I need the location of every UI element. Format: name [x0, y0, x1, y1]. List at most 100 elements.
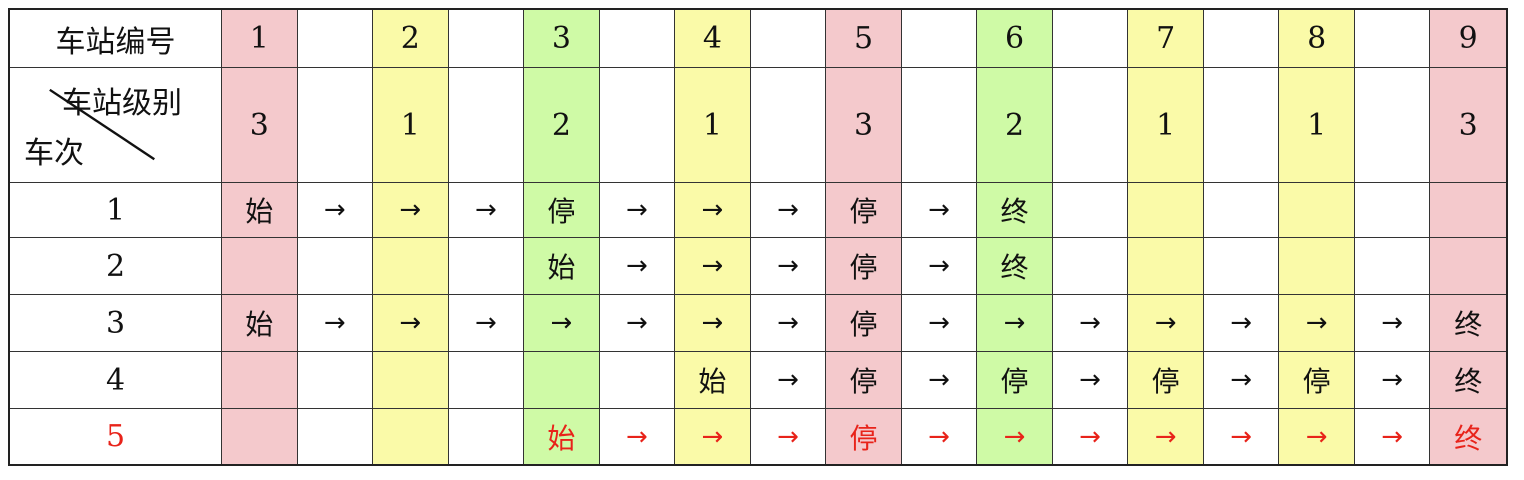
station-level-cell: 2 — [977, 68, 1053, 183]
station-number-cell: 5 — [826, 10, 902, 68]
timetable-cell — [373, 409, 449, 464]
timetable-cell — [297, 352, 374, 409]
stop-mark-cell: 停 — [826, 352, 902, 409]
pass-arrow-cell: → — [297, 183, 374, 238]
stop-mark-cell: 停 — [826, 183, 902, 238]
pass-arrow-cell: → — [675, 183, 751, 238]
pass-arrow-cell: → — [1053, 409, 1129, 464]
station-level-cell: 1 — [1279, 68, 1355, 183]
station-level-cell: 1 — [1128, 68, 1204, 183]
timetable-cell — [449, 409, 525, 464]
end-mark-cell: 终 — [977, 238, 1053, 295]
timetable-cell — [298, 409, 374, 464]
stop-mark-cell: 停 — [826, 238, 902, 295]
start-mark-cell: 始 — [222, 183, 298, 238]
timetable-cell — [1354, 238, 1431, 295]
pass-arrow-cell: → — [1355, 409, 1431, 464]
pass-arrow-cell: → — [1052, 352, 1129, 409]
station-number-cell: 7 — [1128, 10, 1204, 68]
pass-arrow-cell: → — [1279, 409, 1355, 464]
gap-cell — [901, 68, 978, 183]
timetable-cell — [1279, 238, 1355, 295]
timetable-cell — [1203, 183, 1280, 238]
gap-cell — [1203, 10, 1280, 68]
pass-arrow-cell: → — [675, 409, 751, 464]
pass-arrow-cell: → — [1279, 295, 1355, 352]
pass-arrow-cell: → — [675, 238, 751, 295]
station-level-cell: 3 — [222, 68, 298, 183]
start-mark-cell: 始 — [222, 295, 298, 352]
train-number-cell: 5 — [10, 409, 222, 464]
pass-arrow-cell: → — [448, 183, 525, 238]
stop-mark-cell: 停 — [977, 352, 1053, 409]
timetable-cell — [1128, 183, 1204, 238]
end-mark-cell: 终 — [1430, 295, 1506, 352]
pass-arrow-cell: → — [599, 238, 676, 295]
pass-arrow-cell: → — [524, 295, 600, 352]
gap-cell — [599, 68, 676, 183]
stop-mark-cell: 停 — [826, 409, 902, 464]
pass-arrow-cell: → — [901, 352, 978, 409]
timetable-cell — [1430, 183, 1506, 238]
timetable-cell — [1052, 238, 1129, 295]
pass-arrow-cell: → — [448, 295, 525, 352]
end-mark-cell: 终 — [1430, 409, 1506, 464]
station-number-cell: 8 — [1279, 10, 1355, 68]
timetable-cell — [599, 352, 676, 409]
gap-cell — [750, 10, 827, 68]
pass-arrow-cell: → — [977, 295, 1053, 352]
stop-mark-cell: 停 — [1128, 352, 1204, 409]
timetable-cell — [222, 352, 298, 409]
pass-arrow-cell: → — [373, 295, 449, 352]
timetable-cell — [222, 238, 298, 295]
timetable-cell — [1052, 183, 1129, 238]
gap-cell — [297, 68, 374, 183]
station-level-cell: 3 — [1430, 68, 1506, 183]
gap-cell — [1354, 68, 1431, 183]
gap-cell — [599, 10, 676, 68]
pass-arrow-cell: → — [1128, 409, 1204, 464]
station-number-cell: 4 — [675, 10, 751, 68]
start-mark-cell: 始 — [675, 352, 751, 409]
pass-arrow-cell: → — [1203, 295, 1280, 352]
timetable-cell — [1354, 183, 1431, 238]
gap-cell — [297, 10, 374, 68]
gap-cell — [1052, 10, 1129, 68]
station-level-cell: 1 — [675, 68, 751, 183]
pass-arrow-cell: → — [675, 295, 751, 352]
station-number-cell: 1 — [222, 10, 298, 68]
pass-arrow-cell: → — [750, 295, 827, 352]
pass-arrow-cell: → — [1203, 352, 1280, 409]
pass-arrow-cell: → — [599, 295, 676, 352]
pass-arrow-cell: → — [902, 409, 978, 464]
pass-arrow-cell: → — [750, 183, 827, 238]
diagonal-line — [49, 88, 155, 161]
pass-arrow-cell: → — [750, 352, 827, 409]
stop-mark-cell: 停 — [1279, 352, 1355, 409]
diagonal-header-cell: 车站级别 车次 — [10, 68, 222, 183]
train-number-cell: 3 — [10, 295, 222, 352]
timetable-cell — [448, 238, 525, 295]
timetable-cell — [297, 238, 374, 295]
timetable-cell — [524, 352, 600, 409]
gap-cell — [1203, 68, 1280, 183]
pass-arrow-cell: → — [297, 295, 374, 352]
train-number-cell: 2 — [10, 238, 222, 295]
station-level-cell: 1 — [373, 68, 449, 183]
train-number-cell: 4 — [10, 352, 222, 409]
gap-cell — [750, 68, 827, 183]
pass-arrow-cell: → — [751, 409, 827, 464]
stop-mark-cell: 停 — [826, 295, 902, 352]
timetable-cell — [1128, 238, 1204, 295]
timetable-cell — [448, 352, 525, 409]
train-timetable-grid: 车站编号 1 2 3 4 5 6 7 8 9 车站级别 车次 3 1 2 1 3 2 1 1 3 1 始 → → → 停 → → → 停 → 终… — [8, 8, 1508, 466]
pass-arrow-cell: → — [599, 183, 676, 238]
pass-arrow-cell: → — [901, 238, 978, 295]
station-number-header: 车站编号 — [10, 10, 222, 68]
gap-cell — [448, 68, 525, 183]
train-label: 车次 — [24, 136, 84, 171]
gap-cell — [901, 10, 978, 68]
station-number-cell: 9 — [1430, 10, 1506, 68]
timetable-cell — [373, 352, 449, 409]
end-mark-cell: 终 — [977, 183, 1053, 238]
